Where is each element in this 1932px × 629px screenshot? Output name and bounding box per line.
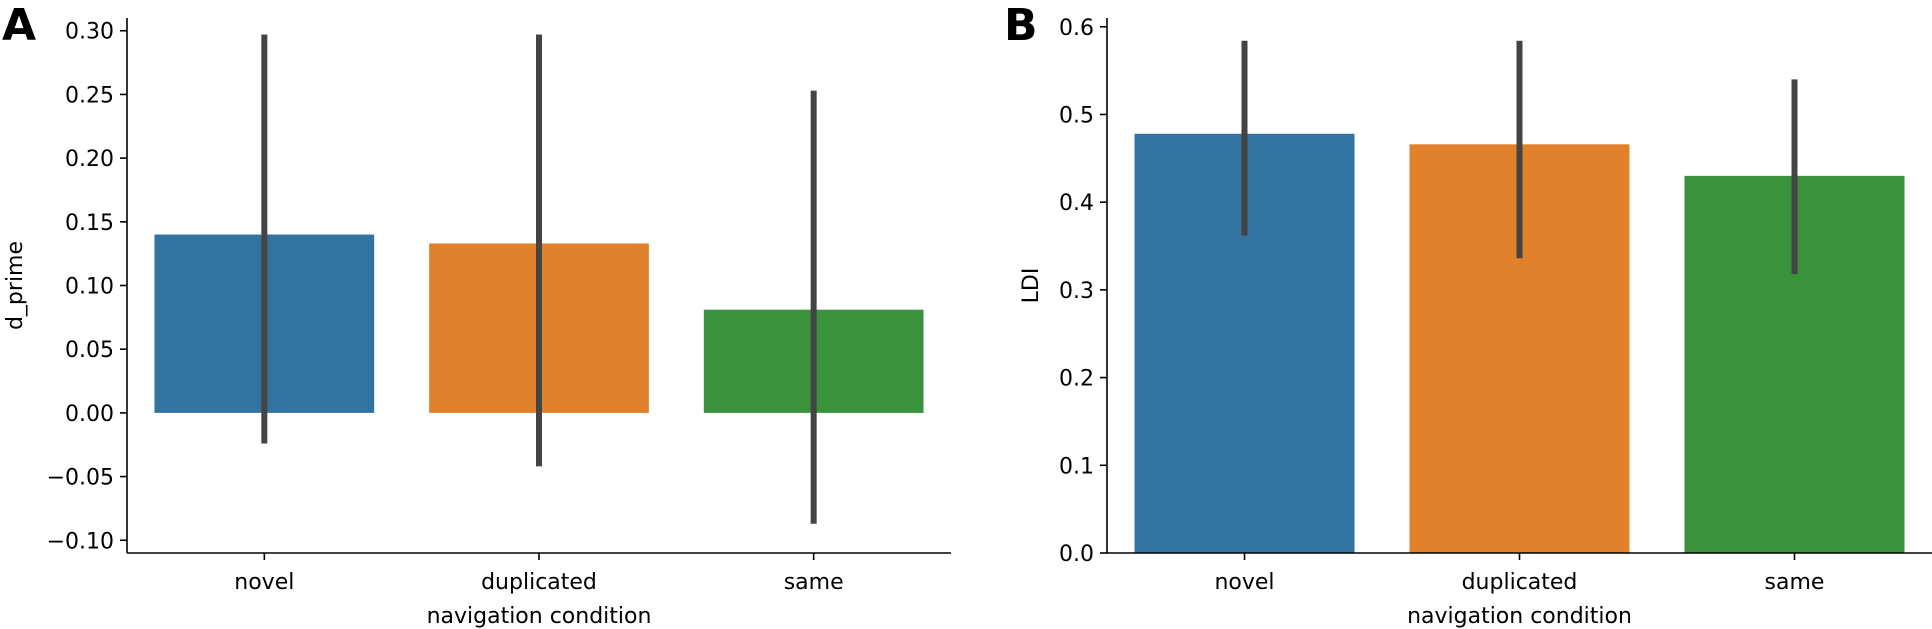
y-tick-label: −0.05 (47, 466, 114, 491)
y-tick-label: 0.10 (65, 275, 114, 300)
y-tick-label: 0.4 (1059, 191, 1094, 216)
y-tick-label: 0.25 (65, 83, 114, 108)
x-tick-label-duplicated: duplicated (481, 570, 597, 595)
x-tick-label-duplicated: duplicated (1462, 570, 1578, 595)
y-tick-label: 0.3 (1059, 279, 1094, 304)
x-tick-label-same: same (784, 570, 844, 595)
y-tick-label: 0.15 (65, 211, 114, 236)
panel-a: A −0.10 −0.05 0.00 0.05 0.10 0.15 0.20 0.25 0.30 n… (2, 0, 951, 629)
y-tick-label: 0.20 (65, 147, 114, 172)
x-tick-label-same: same (1765, 570, 1825, 595)
y-tick-label: 0.1 (1059, 454, 1094, 479)
y-tick-label: 0.2 (1059, 367, 1094, 392)
panel-b: B 0.0 0.1 0.2 0.3 0.4 0.5 0.6 novel duplicated sam… (1004, 0, 1932, 629)
y-tick-label: 0.5 (1059, 103, 1094, 128)
y-axis-label: LDI (1019, 268, 1044, 304)
x-axis-label: navigation condition (1407, 604, 1632, 629)
x-axis-label: navigation condition (427, 604, 652, 629)
x-tick-label-novel: novel (234, 570, 294, 595)
y-tick-label: −0.10 (47, 529, 114, 554)
y-tick-label: 0.0 (1059, 542, 1094, 567)
y-tick-label: 0.00 (65, 402, 114, 427)
panel-letter: B (1004, 0, 1038, 51)
x-tick-label-novel: novel (1214, 570, 1274, 595)
y-tick-label: 0.6 (1059, 16, 1094, 41)
y-tick-label: 0.30 (65, 20, 114, 45)
y-axis-label: d_prime (3, 241, 28, 330)
y-tick-label: 0.05 (65, 338, 114, 363)
panel-letter: A (2, 0, 36, 51)
